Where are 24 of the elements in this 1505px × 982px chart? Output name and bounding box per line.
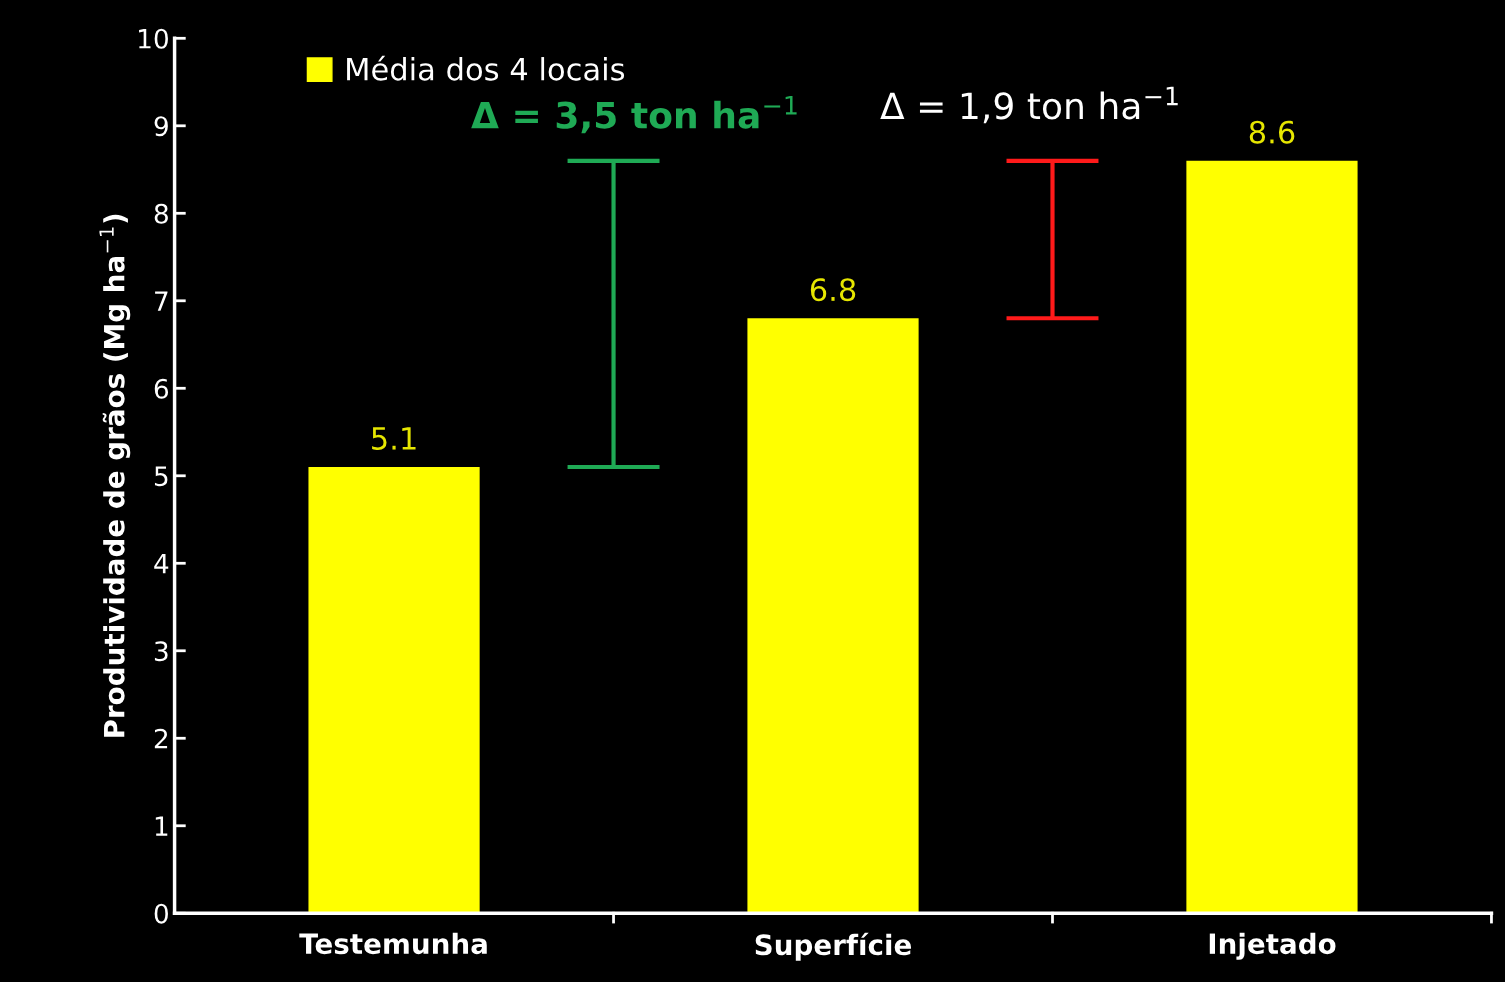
x-tick-label: Injetado bbox=[1209, 932, 1336, 960]
annotation: Δ = 1,9 ton ha$^{−1}$ bbox=[880, 86, 1178, 124]
y-tick-label: 3 bbox=[154, 641, 168, 662]
y-axis-title: Produtividade de grãos (Mg ha$^{−1}$) bbox=[99, 214, 131, 737]
bar bbox=[308, 467, 480, 914]
y-tick-label: 1 bbox=[155, 816, 168, 836]
data-label: 8.6 bbox=[1249, 120, 1295, 144]
bar bbox=[747, 318, 919, 914]
legend-label: Média dos 4 locais bbox=[347, 55, 625, 81]
data-label: 5.1 bbox=[372, 427, 416, 450]
y-tick-label: 9 bbox=[154, 116, 168, 137]
data-label: 6.8 bbox=[810, 278, 856, 302]
y-tick-label: 8 bbox=[154, 203, 168, 224]
annotation: Δ = 3,5 ton ha$^{−1}$ bbox=[471, 95, 797, 134]
y-tick-label: 5 bbox=[154, 466, 168, 487]
x-tick-label: Superfície bbox=[755, 932, 911, 961]
y-tick-label: 0 bbox=[154, 903, 168, 924]
y-tick-label: 7 bbox=[155, 291, 168, 311]
y-tick-label: 10 bbox=[139, 28, 168, 49]
x-tick-label: Testemunha bbox=[299, 932, 487, 955]
y-tick-label: 2 bbox=[154, 728, 168, 749]
bar bbox=[1186, 160, 1358, 914]
y-tick-label: 6 bbox=[154, 378, 169, 399]
y-tick-label: 4 bbox=[154, 554, 169, 574]
